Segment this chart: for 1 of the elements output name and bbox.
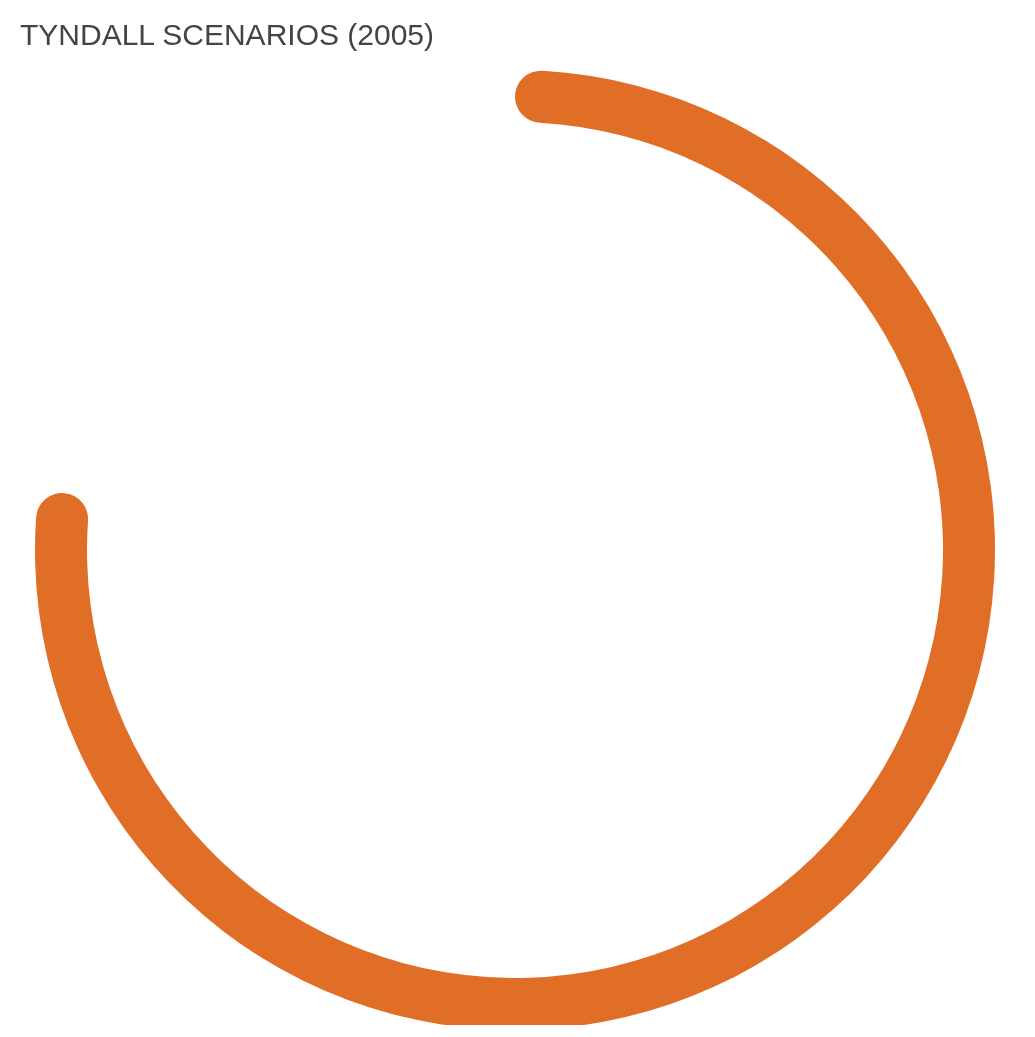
chart-title: TYNDALL SCENARIOS (2005) [20, 17, 435, 51]
